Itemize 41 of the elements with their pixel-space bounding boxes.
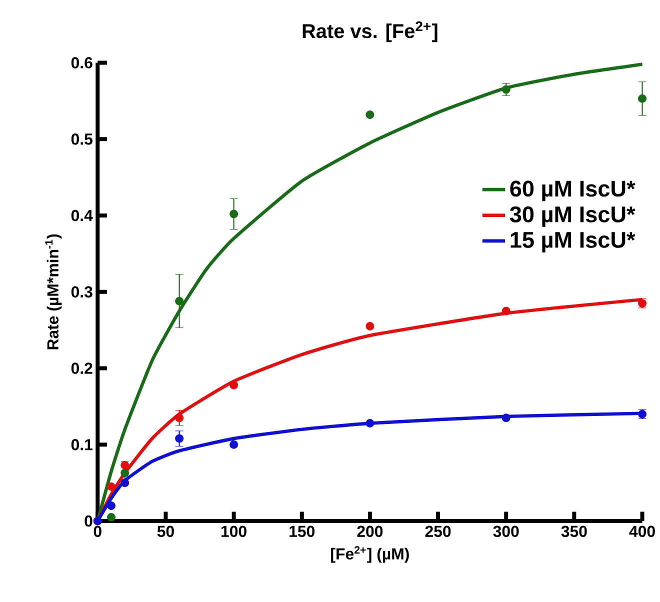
- point: [366, 419, 374, 428]
- point: [502, 85, 510, 94]
- y-tick-label: 0.2: [71, 362, 92, 374]
- x-axis-title: [Fe$^{2+}$] (µM): [331, 546, 409, 563]
- x-tick-label: 400: [629, 526, 655, 538]
- point: [120, 461, 130, 470]
- point: [366, 322, 374, 331]
- point: [502, 414, 510, 422]
- point: [502, 306, 510, 316]
- x-tick-label: 0: [94, 526, 102, 538]
- x-tick-label: 350: [561, 526, 587, 538]
- point: [175, 414, 184, 422]
- x-tick-label: 300: [493, 526, 519, 538]
- x-tick-label: 50: [157, 526, 174, 538]
- legend-label: 15 µM IscU*: [510, 232, 636, 252]
- point: [107, 513, 116, 522]
- x-tick-label: 250: [425, 526, 451, 538]
- y-tick-label: 0.3: [71, 286, 92, 298]
- y-tick-label: 0.4: [71, 210, 93, 222]
- chart-title: Rate vs. [Fe$^{2+}$]: [302, 21, 438, 42]
- point: [230, 210, 238, 218]
- legend-label: 30 µM IscU*: [510, 206, 636, 227]
- y-tick-label: 0.5: [71, 134, 92, 145]
- y-tick-label: 0: [84, 516, 92, 527]
- point: [107, 482, 116, 492]
- x-tick-label: 150: [290, 526, 315, 538]
- point: [230, 440, 238, 450]
- x-tick-label: 200: [357, 526, 383, 538]
- point: [230, 380, 238, 390]
- point: [120, 468, 130, 478]
- point: [638, 94, 647, 104]
- point: [107, 502, 116, 510]
- point: [120, 478, 130, 488]
- point: [175, 434, 184, 443]
- point: [175, 296, 184, 306]
- y-tick-label: 0.1: [71, 439, 92, 450]
- y-axis-title: Rate (µM*min$^{-1}$): [45, 234, 62, 350]
- legend-label: 60 µM IscU*: [510, 180, 636, 202]
- x-tick-label: 100: [222, 526, 246, 538]
- point: [366, 110, 374, 120]
- y-tick-label: 0.6: [71, 57, 92, 69]
